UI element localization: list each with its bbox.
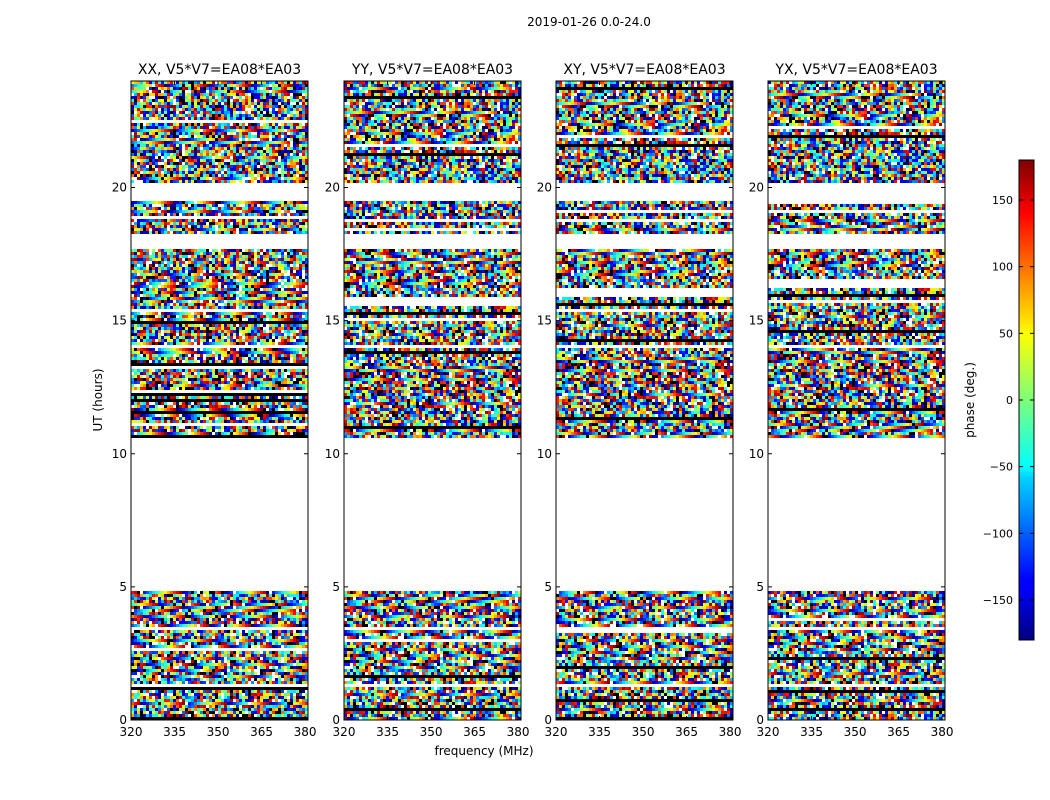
y-tick-label: 15: [749, 314, 764, 328]
y-tick-label: 5: [544, 580, 552, 594]
x-tick-label: 320: [545, 725, 568, 739]
panel-frame: [555, 80, 734, 721]
x-tick-label: 335: [163, 725, 186, 739]
panel-1: XX, V5*V7=EA08*EA03 0 5 10 15 20 320 335 350 365 3…: [112, 62, 317, 739]
panel-frame: [130, 80, 309, 721]
x-tick-label: 335: [588, 725, 611, 739]
x-tick-label: 380: [719, 725, 742, 739]
colorbar-ticks: −150 −100 −50 0 50 100 150: [983, 194, 1034, 607]
y-tick-label: 10: [325, 447, 340, 461]
y-tick-label: 20: [325, 181, 340, 195]
panel-title: YX, V5*V7=EA08*EA03: [774, 62, 937, 78]
x-tick-label: 350: [632, 725, 655, 739]
x-tick-label: 365: [463, 725, 486, 739]
colorbar-tick-label: −150: [983, 594, 1013, 607]
phase-heatmap: [768, 81, 945, 720]
x-tick-label: 350: [207, 725, 230, 739]
y-tick-label: 20: [112, 181, 127, 195]
x-tick-label: 320: [120, 725, 143, 739]
panel-title: YY, V5*V7=EA08*EA03: [351, 62, 513, 78]
colorbar-tick-label: −50: [990, 461, 1013, 474]
x-tick-label: 380: [507, 725, 530, 739]
x-axis-label: frequency (MHz): [434, 744, 533, 758]
panel-3: XY, V5*V7=EA08*EA03 0 5 10 15 20 320 335 350 365 3…: [537, 62, 742, 739]
phase-heatmap: [344, 81, 521, 720]
panel-frame: [767, 80, 946, 721]
y-tick-label: 5: [119, 580, 127, 594]
y-tick-label: 15: [537, 314, 552, 328]
x-tick-label: 365: [887, 725, 910, 739]
panel-4: YX, V5*V7=EA08*EA03 0 5 10 15 20 320 335 350 365 3…: [749, 62, 954, 739]
x-tick-label: 350: [420, 725, 443, 739]
x-tick-label: 380: [294, 725, 317, 739]
x-tick-label: 320: [333, 725, 356, 739]
x-tick-label: 335: [376, 725, 399, 739]
panel-frame: [343, 80, 522, 721]
figure-suptitle: 2019-01-26 0.0-24.0: [527, 15, 651, 29]
colorbar-tick-label: 0: [1006, 394, 1013, 407]
phase-heatmap: [556, 81, 733, 720]
y-tick-label: 10: [537, 447, 552, 461]
colorbar-tick-label: 100: [992, 261, 1013, 274]
x-tick-label: 380: [931, 725, 954, 739]
x-tick-label: 335: [800, 725, 823, 739]
y-tick-label: 10: [749, 447, 764, 461]
y-tick-label: 0: [332, 713, 340, 727]
y-tick-label: 15: [325, 314, 340, 328]
y-tick-label: 5: [332, 580, 340, 594]
y-tick-label: 0: [756, 713, 764, 727]
panel-2: YY, V5*V7=EA08*EA03 0 5 10 15 20 320 335 350 365 3…: [325, 62, 530, 739]
panel-title: XY, V5*V7=EA08*EA03: [563, 62, 725, 78]
colorbar-tick-label: 150: [992, 194, 1013, 207]
y-tick-label: 20: [537, 181, 552, 195]
x-tick-label: 365: [675, 725, 698, 739]
x-tick-label: 350: [844, 725, 867, 739]
colorbar: −150 −100 −50 0 50 100 150 phase (deg.): [963, 159, 1035, 641]
y-tick-label: 0: [119, 713, 127, 727]
phase-heatmap: [131, 81, 308, 720]
x-tick-label: 320: [757, 725, 780, 739]
colorbar-tick-label: −100: [983, 527, 1013, 540]
y-tick-label: 20: [749, 181, 764, 195]
panel-title: XX, V5*V7=EA08*EA03: [138, 62, 301, 78]
y-tick-label: 10: [112, 447, 127, 461]
colorbar-tick-label: 50: [999, 327, 1013, 340]
y-tick-label: 0: [544, 713, 552, 727]
y-axis-label: UT (hours): [91, 368, 105, 431]
x-tick-label: 365: [250, 725, 273, 739]
y-tick-label: 15: [112, 314, 127, 328]
panels: XX, V5*V7=EA08*EA03 0 5 10 15 20 320 335 350 365 3…: [112, 62, 954, 739]
colorbar-label: phase (deg.): [963, 362, 977, 438]
y-tick-label: 5: [756, 580, 764, 594]
